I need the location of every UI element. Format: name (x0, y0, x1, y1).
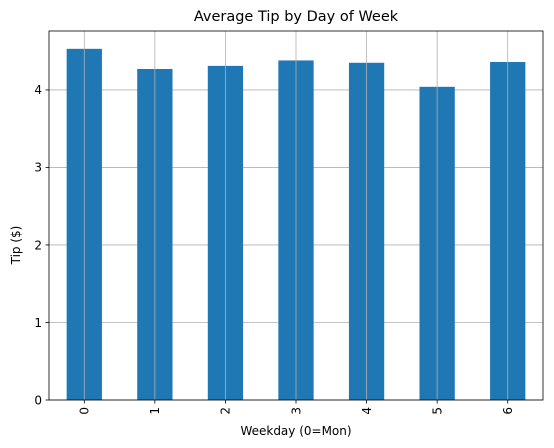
x-tick-label: 2 (219, 407, 233, 415)
y-tick-label: 3 (34, 161, 42, 175)
x-tick-label: 6 (501, 407, 515, 415)
y-axis-label: Tip ($) (9, 226, 23, 266)
y-tick-label: 4 (34, 83, 42, 97)
x-axis-label: Weekday (0=Mon) (240, 424, 351, 438)
chart-title: Average Tip by Day of Week (194, 9, 399, 25)
x-tick-label: 3 (289, 407, 303, 415)
x-axis-ticks: 0 1 2 3 4 5 6 (78, 400, 515, 415)
y-tick-label: 0 (34, 393, 42, 407)
y-axis-ticks: 0 1 2 3 4 (34, 83, 49, 407)
x-tick-label: 0 (78, 407, 92, 415)
x-tick-label: 4 (360, 407, 374, 415)
y-tick-label: 1 (34, 316, 42, 330)
y-tick-label: 2 (34, 238, 42, 252)
x-tick-label: 1 (148, 407, 162, 415)
x-tick-label: 5 (430, 407, 444, 415)
